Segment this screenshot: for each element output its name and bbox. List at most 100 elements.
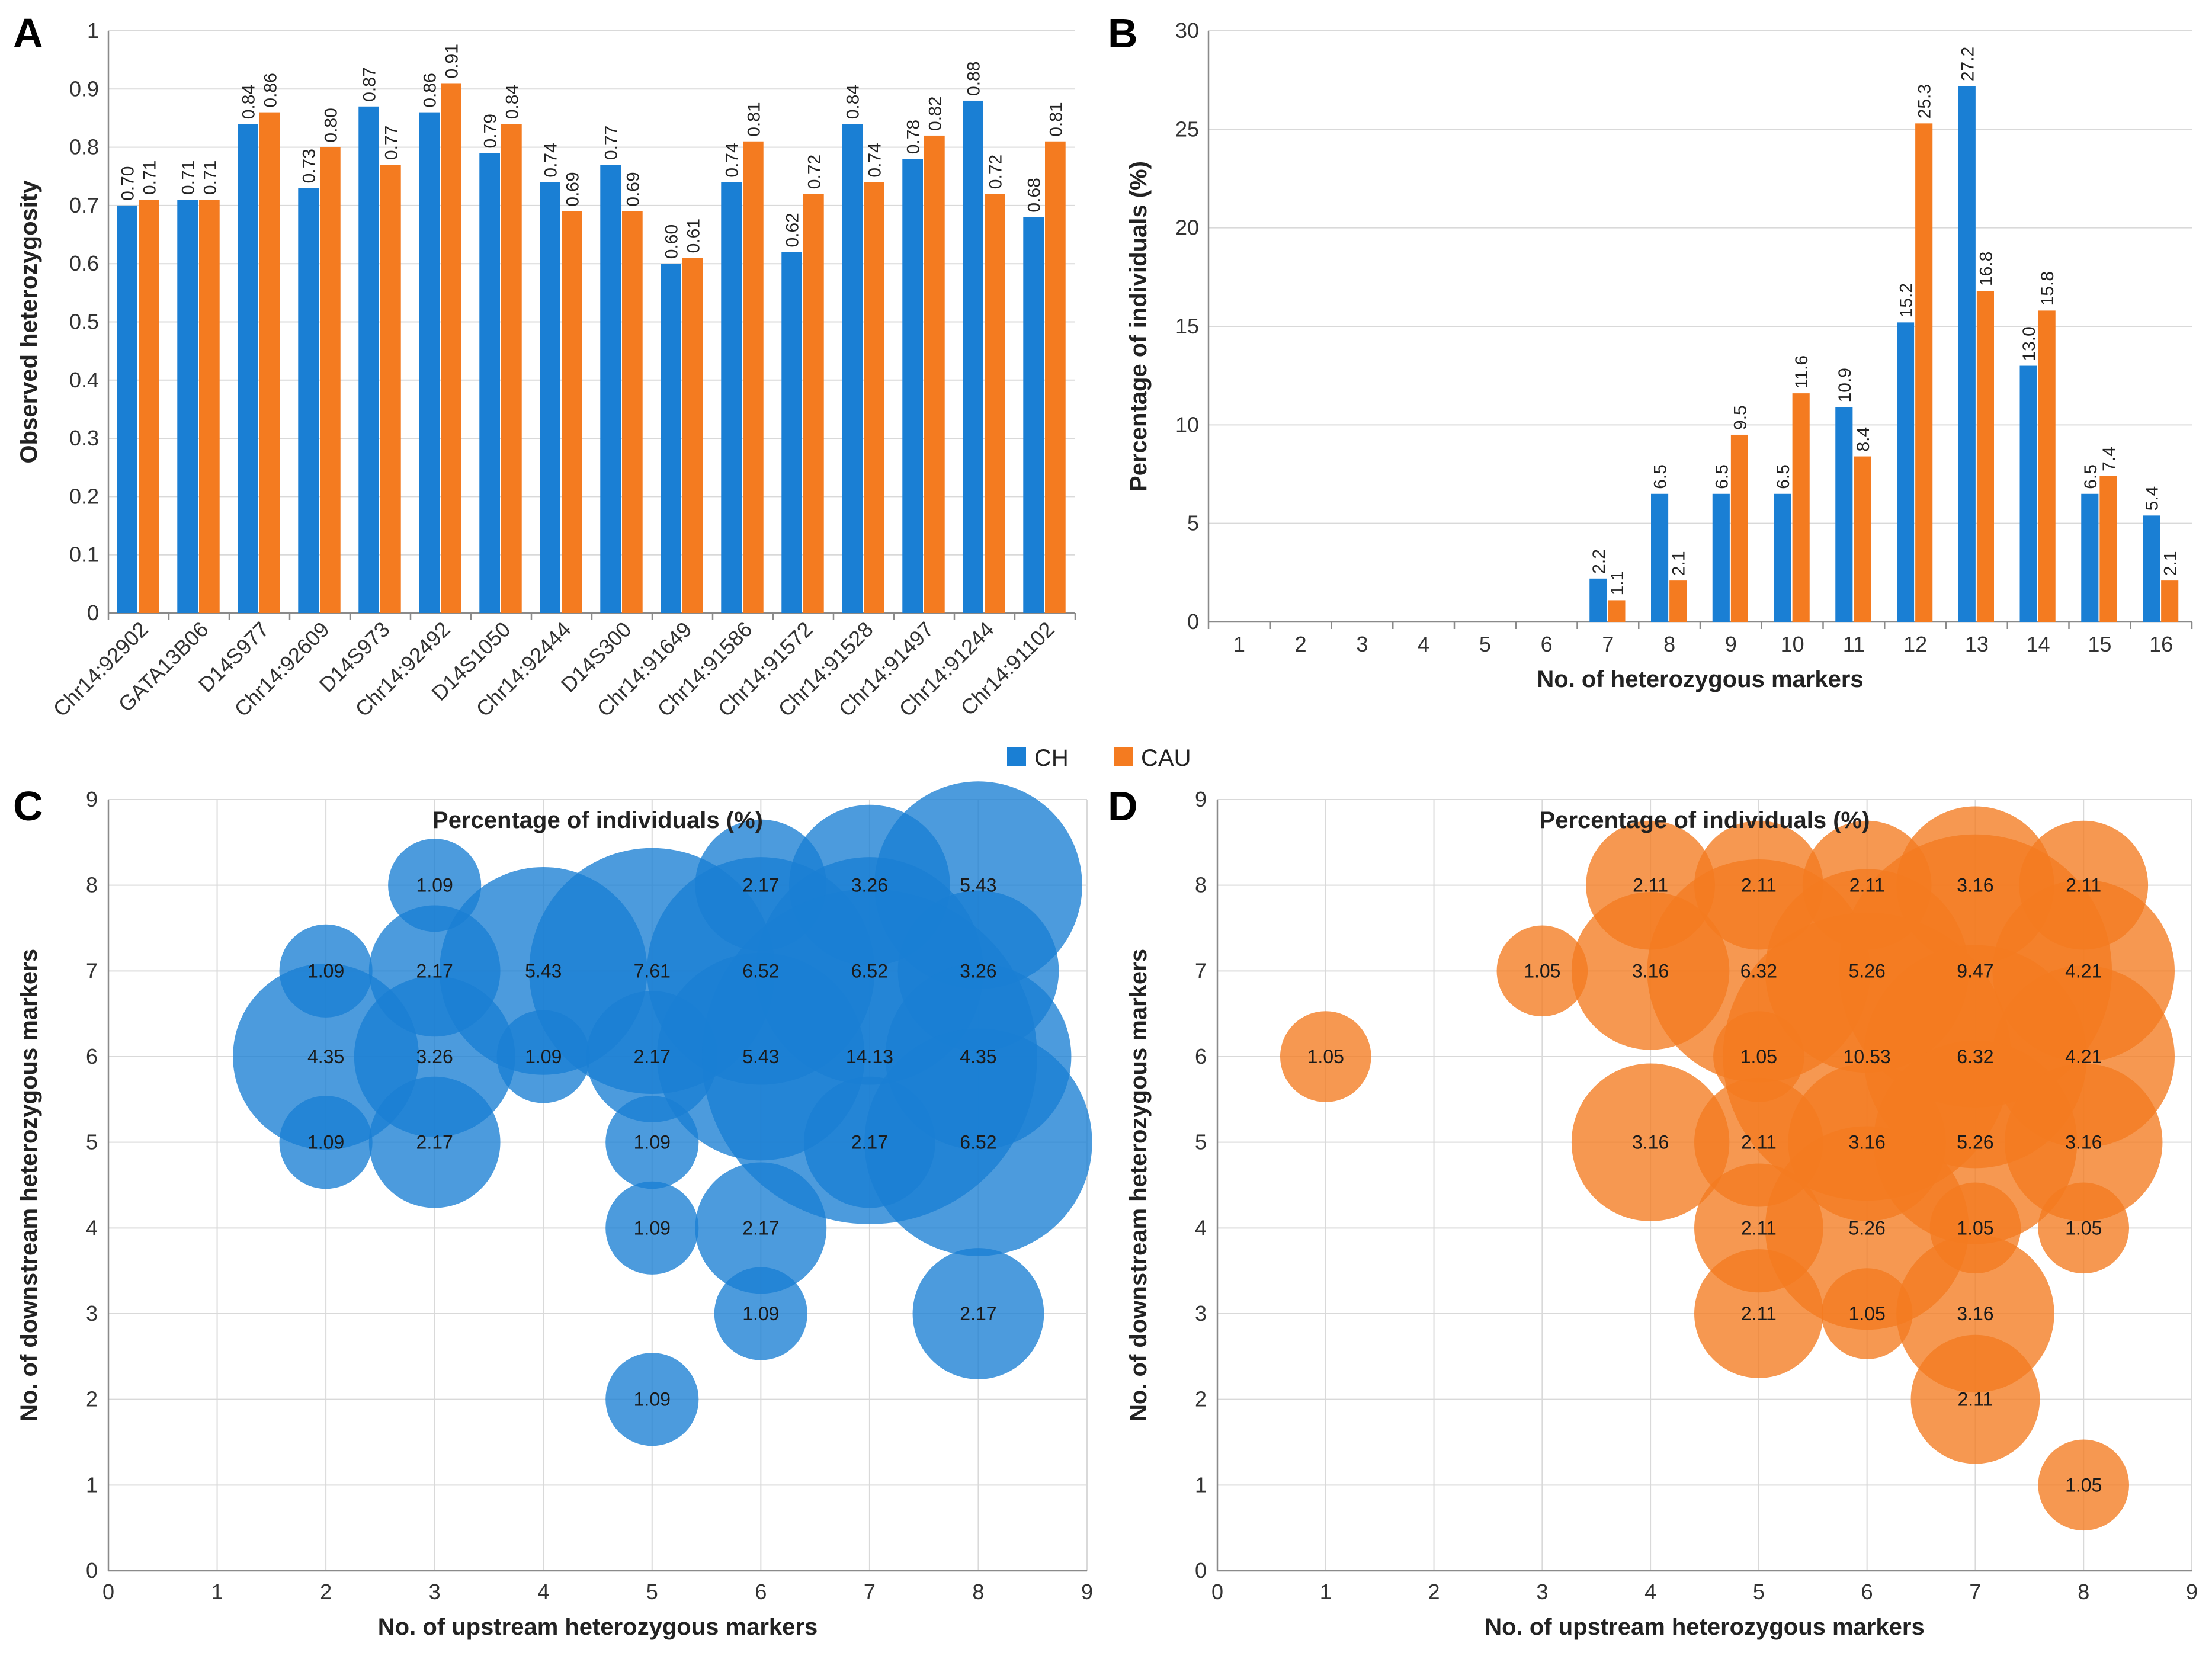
bar-cau-chr14-92609	[320, 147, 341, 614]
bubble-6-3	[1821, 1268, 1913, 1359]
bubble-label: 1.09	[634, 1389, 671, 1410]
y-tick-label: 9	[1195, 787, 1207, 811]
data-label: 27.2	[1958, 47, 1977, 81]
chart-title: Percentage of individuals (%)	[432, 807, 763, 833]
bubble-label: 1.09	[416, 875, 453, 896]
y-tick-label: 5	[1195, 1130, 1207, 1154]
data-label: 0.82	[925, 97, 945, 131]
x-tick-label: 4	[1644, 1580, 1656, 1604]
data-label: 0.72	[986, 155, 1005, 189]
bubble-layer	[233, 781, 1092, 1446]
data-label: 0.86	[261, 73, 280, 107]
data-label: 0.77	[602, 126, 621, 160]
bubble-label: 2.17	[416, 960, 453, 981]
panel-letter-b: B	[1108, 10, 1138, 56]
x-tick-label: 14	[2027, 632, 2050, 656]
bar-ch-12	[1897, 322, 1915, 622]
x-tick-label: 3	[1356, 632, 1368, 656]
bar-cau-14	[2038, 310, 2056, 622]
x-tick-label: 2	[1428, 1580, 1440, 1604]
bubble-3-5	[368, 1076, 501, 1208]
bar-ch-16	[2143, 515, 2160, 622]
data-label: 10.9	[1835, 368, 1855, 402]
bar-cau-d14s1050	[501, 124, 522, 613]
data-label: 0.91	[442, 44, 461, 78]
bar-ch-gata13b06	[177, 200, 198, 613]
bubble-label: 5.26	[1849, 960, 1886, 981]
x-tick-label: 13	[1965, 632, 1989, 656]
y-tick-label: 8	[1195, 873, 1207, 897]
y-tick-label: 0	[1187, 609, 1199, 634]
data-label: 0.88	[964, 62, 984, 96]
bubble-label: 6.52	[960, 1132, 996, 1153]
y-tick-label: 3	[86, 1301, 98, 1326]
bar-cau-7	[1608, 600, 1626, 622]
bubble-label: 2.11	[1849, 875, 1885, 896]
data-label: 0.81	[744, 102, 764, 136]
bubble-label: 5.43	[960, 875, 996, 896]
data-label: 0.71	[200, 161, 220, 195]
x-tick-label: 9	[1081, 1580, 1093, 1604]
bubble-5-3	[1694, 1249, 1823, 1378]
x-tick-label: 4	[1418, 632, 1429, 656]
x-tick-label: 1	[211, 1580, 223, 1604]
bar-cau-chr14-92902	[139, 200, 159, 613]
bar-ch-chr14-92444	[540, 182, 560, 614]
bar-ch-8	[1651, 493, 1669, 622]
y-tick-label: 2	[86, 1387, 98, 1411]
bubble-label: 3.26	[416, 1046, 453, 1067]
bubble-label: 10.53	[1844, 1046, 1891, 1067]
bubble-4-6	[496, 1010, 590, 1103]
y-tick-label: 0.7	[69, 193, 99, 217]
data-label: 0.87	[360, 67, 380, 101]
data-label: 13.0	[2019, 326, 2039, 361]
x-tick-label: 7	[1969, 1580, 1981, 1604]
x-tick-label: 12	[1903, 632, 1927, 656]
panel-d: D 0 1 2 3 4 5 6 7 8 9 0 1 2 3 4 5 6 7 8 9 2.11 2.11 2.11 3.16 2.1…	[1108, 783, 2198, 1640]
y-tick-label: 0.9	[69, 76, 99, 101]
chart-title: Percentage of individuals (%)	[1540, 807, 1870, 833]
data-label: 0.86	[421, 73, 440, 107]
bubble-label: 2.11	[1741, 1132, 1777, 1153]
bar-ch-chr14-91244	[963, 100, 983, 613]
y-tick-label: 4	[1195, 1215, 1207, 1240]
bubble-label: 1.09	[307, 960, 344, 981]
y-axis-title: No. of downstream heterozygous markers	[1126, 949, 1152, 1421]
bar-ch-chr14-91649	[661, 264, 681, 613]
data-label: 0.74	[723, 143, 742, 177]
data-label: 1.1	[1608, 571, 1627, 596]
y-axis-title: No. of downstream heterozygous markers	[16, 949, 42, 1421]
x-axis-title: No. of upstream heterozygous markers	[1485, 1614, 1924, 1640]
bar-cau-9	[1730, 434, 1748, 622]
y-tick-label: 25	[1175, 117, 1199, 141]
x-tick-label: 16	[2149, 632, 2173, 656]
bar-cau-chr14-92492	[441, 83, 461, 614]
bar-cau-chr14-91102	[1045, 141, 1066, 613]
bar-cau-chr14-91586	[743, 141, 764, 613]
y-tick-label: 5	[1187, 511, 1199, 535]
bubble-label: 1.09	[742, 1303, 779, 1324]
x-tick-label: 11	[1843, 632, 1865, 656]
bar-cau-d14s300	[622, 211, 643, 614]
bubble-label: 2.11	[1633, 875, 1668, 896]
y-tick-label: 8	[86, 873, 98, 897]
x-tick-label: 6	[755, 1580, 767, 1604]
y-tick-label: 9	[86, 787, 98, 811]
bar-ch-d14s973	[358, 106, 379, 614]
bubble-label: 3.16	[1849, 1132, 1886, 1153]
bubble-label: 1.09	[634, 1217, 671, 1238]
x-tick-label: 5	[1753, 1580, 1765, 1604]
data-label: 0.61	[684, 219, 703, 253]
data-label: 6.5	[1712, 464, 1732, 489]
x-tick-label: 5	[1479, 632, 1491, 656]
bubble-label: 5.26	[1849, 1217, 1886, 1238]
bubble-label: 7.61	[634, 960, 671, 981]
bubble-label: 1.09	[307, 1132, 344, 1153]
data-label: 0.73	[300, 149, 319, 183]
x-tick-label: 1	[1233, 632, 1245, 656]
y-axis-title: Observed heterozygosity	[16, 180, 42, 464]
bar-cau-chr14-91244	[985, 194, 1005, 613]
data-label: 0.68	[1025, 178, 1044, 212]
y-tick-label: 7	[86, 958, 98, 983]
bubble-label: 14.13	[846, 1046, 893, 1067]
